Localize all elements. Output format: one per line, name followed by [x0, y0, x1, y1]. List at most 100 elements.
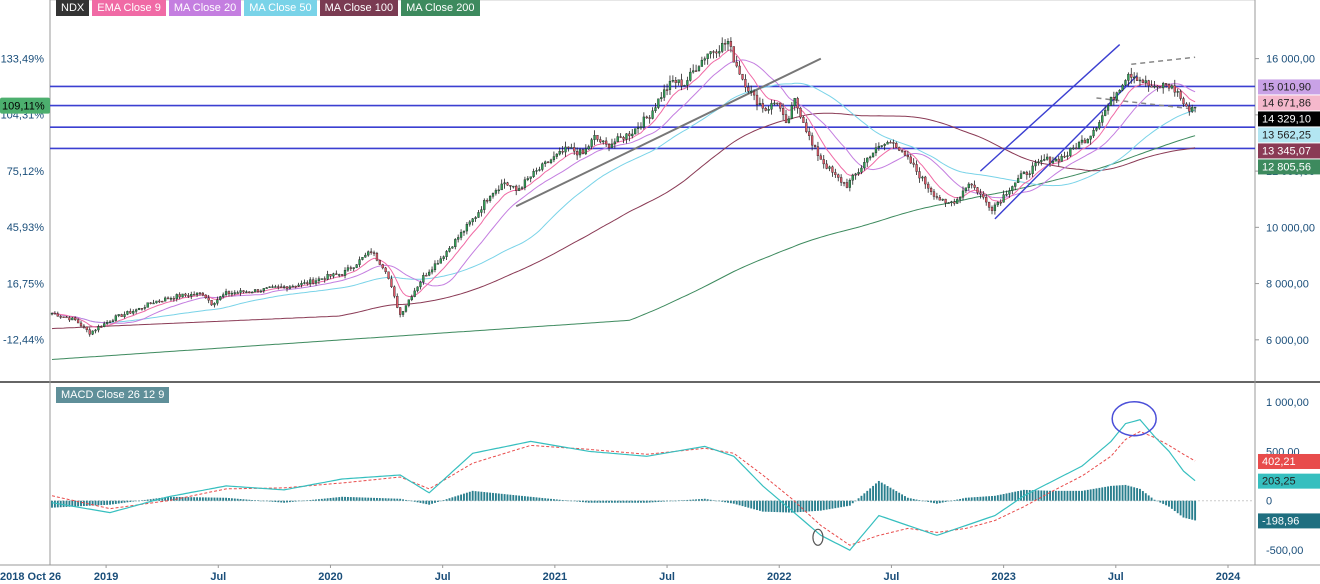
histogram-bar: [950, 500, 953, 502]
histogram-bar: [616, 500, 619, 503]
candle-body: [172, 298, 175, 300]
candle-body: [1144, 80, 1147, 83]
candle-body: [723, 43, 727, 45]
histogram-bar: [196, 497, 199, 501]
candle-body: [1109, 96, 1113, 106]
candle-body: [1057, 158, 1060, 162]
ma200-line: [51, 135, 1196, 360]
histogram-bar: [799, 500, 802, 513]
histogram-bar: [721, 500, 724, 502]
histogram-bar: [576, 500, 579, 502]
histogram-bar: [210, 497, 213, 501]
candle-body: [750, 90, 753, 93]
price-label: [1258, 79, 1320, 95]
candle-body: [808, 131, 811, 136]
candle-body: [607, 143, 611, 148]
legend-item[interactable]: MA Close 100: [319, 0, 399, 16]
histogram-bar: [718, 500, 721, 502]
histogram-bar: [184, 497, 187, 501]
histogram-bar: [436, 500, 439, 502]
candle-body: [706, 53, 709, 59]
histogram-bar: [532, 497, 535, 501]
candle-body: [213, 302, 216, 306]
histogram-bar: [1011, 492, 1014, 501]
histogram-bar: [877, 480, 880, 501]
histogram-bar: [233, 498, 236, 501]
candle-body: [660, 97, 663, 100]
candle-body: [877, 145, 881, 148]
histogram-bar: [970, 497, 973, 501]
histogram-bar: [953, 500, 956, 501]
histogram-bar: [161, 497, 164, 501]
candle-body: [602, 140, 605, 143]
candle-body: [970, 183, 973, 186]
histogram-bar: [819, 500, 822, 511]
histogram-bar: [993, 495, 996, 501]
candle-body: [274, 286, 277, 288]
histogram-bar: [523, 496, 526, 501]
candle-body: [729, 41, 733, 47]
histogram-bar: [402, 499, 404, 501]
legend-item[interactable]: MA Close 200: [401, 0, 480, 16]
candle-body: [967, 183, 970, 188]
histogram-bar: [1081, 490, 1083, 501]
candle-body: [947, 202, 950, 204]
candle-body: [715, 51, 718, 54]
histogram-bar: [1159, 500, 1162, 503]
candle-body: [143, 307, 146, 309]
candle-body: [915, 164, 918, 172]
legend-item[interactable]: MA Close 50: [244, 0, 317, 16]
histogram-bar: [770, 500, 773, 512]
histogram-bar: [915, 499, 918, 501]
histogram-bar: [254, 500, 257, 501]
candle-body: [1156, 86, 1159, 88]
candle-body: [462, 230, 466, 233]
candle-body: [625, 133, 628, 140]
candle-body: [349, 267, 352, 269]
candle-body: [1069, 148, 1072, 156]
histogram-bar: [53, 500, 56, 508]
candle-body: [155, 300, 158, 304]
histogram-bar: [213, 497, 216, 501]
candle-body: [343, 270, 347, 276]
histogram-bar: [71, 500, 74, 507]
histogram-bar: [875, 483, 877, 501]
histogram-bar: [1083, 490, 1086, 501]
legend-item[interactable]: EMA Close 9: [92, 0, 166, 16]
price-label-text: 13 345,07: [1262, 145, 1311, 157]
histogram-bar: [959, 498, 962, 501]
histogram-bar: [103, 500, 106, 505]
histogram-bar: [787, 500, 790, 513]
candle-body: [239, 290, 242, 293]
histogram-bar: [964, 497, 967, 501]
histogram-bar: [494, 493, 497, 501]
price-label: [1258, 127, 1320, 143]
candle-body: [552, 156, 556, 161]
candle-body: [361, 257, 364, 260]
candle-body: [581, 149, 585, 155]
histogram-bar: [1162, 500, 1165, 504]
legend-item[interactable]: NDX: [56, 0, 90, 16]
candle-body: [871, 152, 875, 158]
histogram-bar: [724, 500, 727, 503]
candle-body: [825, 163, 828, 169]
candle-body: [1193, 106, 1197, 109]
histogram-bar: [996, 495, 999, 501]
histogram-bar: [753, 500, 756, 510]
histogram-bar: [895, 491, 898, 501]
legend-item[interactable]: MA Close 20: [168, 0, 242, 16]
candle-body: [764, 107, 767, 111]
histogram-bar: [521, 495, 523, 501]
candle-body: [352, 267, 355, 269]
candle-body: [271, 286, 274, 288]
candle-body: [82, 325, 86, 328]
histogram-bar: [1104, 486, 1107, 501]
candle-body: [866, 157, 869, 163]
histogram-bar: [201, 497, 204, 501]
histogram-bar: [248, 499, 251, 501]
histogram-bar: [909, 498, 912, 501]
candle-body: [735, 61, 738, 67]
candle-body: [91, 330, 94, 335]
histogram-bar: [332, 497, 335, 501]
candle-body: [906, 155, 910, 158]
